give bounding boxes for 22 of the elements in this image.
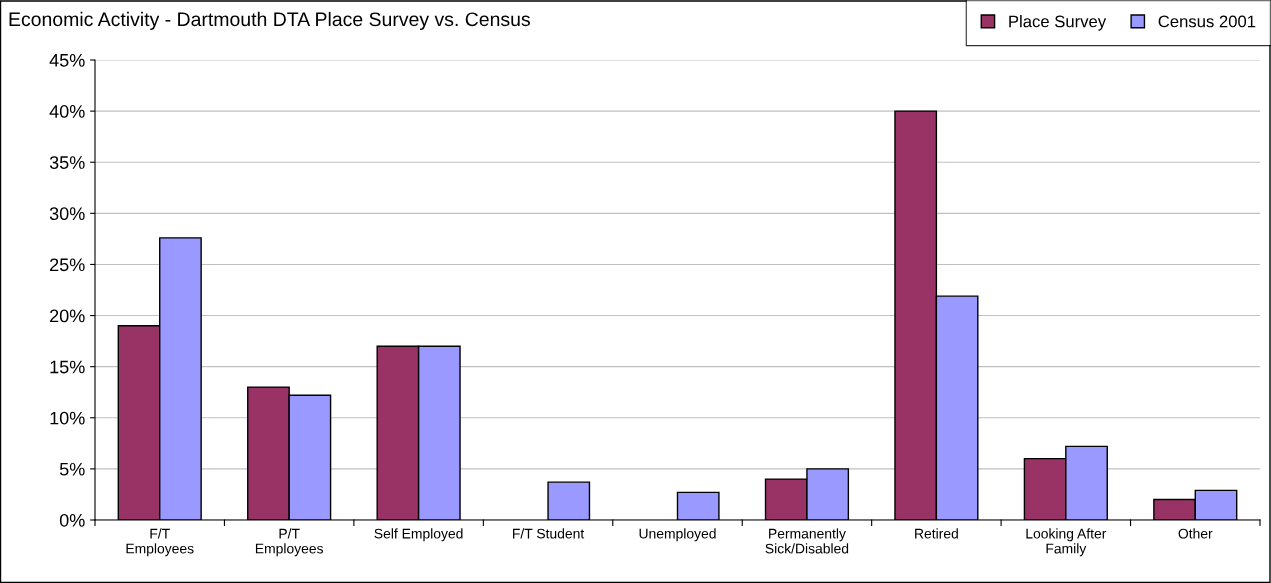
- chart-title: Economic Activity - Dartmouth DTA Place Survey vs. Census: [9, 11, 530, 30]
- y-tick-label: 20%: [50, 309, 85, 323]
- y-tick-label: 10%: [50, 411, 85, 425]
- x-tick-label: Looking After Family: [1026, 528, 1107, 557]
- y-tick-label: 40%: [49, 105, 85, 118]
- y-tick-label: 5%: [59, 462, 85, 476]
- x-tick-label: Permanently Sick/Disabled: [765, 528, 849, 554]
- y-tick-label: 30%: [49, 207, 85, 221]
- legend-label: Place Survey: [1009, 15, 1107, 31]
- y-tick-label: 45%: [49, 54, 85, 67]
- x-tick-label: P/T Employees: [255, 528, 324, 557]
- y-tick-label: 15%: [50, 360, 85, 374]
- x-tick-label: F/T Employees: [126, 528, 194, 557]
- x-tick-label: Unemployed: [639, 528, 716, 542]
- x-tick-label: Retired: [915, 528, 958, 539]
- x-tick-label: Other: [1178, 528, 1213, 539]
- legend-label: Census 2001: [1158, 15, 1256, 28]
- x-tick-label: F/T Student: [513, 528, 585, 539]
- y-tick-label: 35%: [49, 156, 85, 169]
- y-tick-label: 25%: [50, 258, 85, 272]
- x-tick-label: Self Employed: [374, 528, 463, 542]
- y-tick-label: 0%: [59, 513, 85, 527]
